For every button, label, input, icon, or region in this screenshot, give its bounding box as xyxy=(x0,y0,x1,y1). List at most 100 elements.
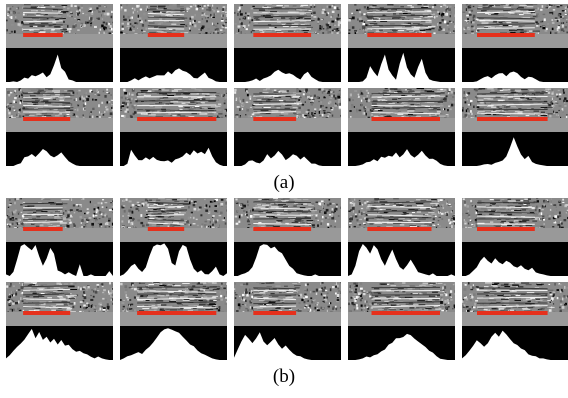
spectrogram-strip xyxy=(6,198,113,231)
panel-b-cell-r1-c2 xyxy=(120,198,227,276)
gray-band xyxy=(120,118,227,132)
segment-bar xyxy=(23,227,63,231)
spectrogram-strip xyxy=(234,282,341,315)
segment-bar xyxy=(253,33,312,37)
spectrogram-strip xyxy=(462,88,568,120)
activation-curve xyxy=(234,332,341,360)
gray-band xyxy=(6,312,113,326)
cell-figure xyxy=(234,4,341,82)
segment-bar xyxy=(253,117,297,121)
gray-band xyxy=(462,118,568,132)
spectrogram-strip xyxy=(462,282,568,315)
spectrogram-strip xyxy=(120,198,227,231)
activation-curve xyxy=(462,330,568,360)
spectrogram-strip xyxy=(6,88,113,120)
gray-band xyxy=(234,118,341,132)
gray-band xyxy=(6,34,113,48)
cell-figure xyxy=(6,282,113,360)
cell-figure xyxy=(348,88,455,166)
segment-bar xyxy=(371,117,440,121)
activation-curve xyxy=(234,244,341,276)
segment-bar xyxy=(137,311,217,315)
segment-bar xyxy=(253,227,312,231)
cell-figure xyxy=(120,282,227,360)
panel-a-caption: (a) xyxy=(273,172,295,193)
cell-figure xyxy=(462,282,568,360)
activation-curve xyxy=(120,68,227,82)
gray-band xyxy=(120,228,227,242)
cell-figure xyxy=(120,88,227,166)
panel-a-cell-r1-c3 xyxy=(234,4,341,82)
cell-figure xyxy=(6,4,113,82)
activation-curve xyxy=(6,54,113,82)
gray-band xyxy=(348,312,455,326)
activation-curve xyxy=(6,149,113,166)
panel-b-cell-r1-c1 xyxy=(6,198,113,276)
spectrogram-strip xyxy=(348,4,455,37)
spectrogram-strip xyxy=(462,4,568,36)
cell-figure xyxy=(234,282,341,360)
gray-band xyxy=(234,312,341,326)
panel-b-cell-r1-c3 xyxy=(234,198,341,276)
panel-a-cell-r1-c2 xyxy=(120,4,227,82)
gray-band xyxy=(462,228,568,242)
gray-band xyxy=(348,34,455,48)
cell-figure xyxy=(462,4,568,82)
segment-bar xyxy=(371,311,440,315)
spectrogram-strip xyxy=(120,4,227,37)
segment-bar xyxy=(477,117,548,121)
segment-bar xyxy=(477,33,535,37)
segment-bar xyxy=(477,311,548,315)
spectrogram-strip xyxy=(348,88,455,121)
activation-curve xyxy=(120,243,227,276)
gray-band xyxy=(234,228,341,242)
spectrogram-strip xyxy=(6,282,113,315)
cell-figure xyxy=(462,88,568,166)
panel-a-cell-r1-c1 xyxy=(6,4,113,82)
segment-bar xyxy=(23,117,71,121)
activation-curve xyxy=(234,69,341,82)
cell-figure xyxy=(234,88,341,166)
cell-figure xyxy=(6,88,113,166)
gray-band xyxy=(234,34,341,48)
segment-bar xyxy=(367,227,432,231)
segment-bar xyxy=(147,227,185,231)
cell-figure xyxy=(120,4,227,82)
activation-curve xyxy=(6,328,113,360)
activation-curve xyxy=(348,244,455,276)
activation-curve xyxy=(120,147,227,166)
activation-curve xyxy=(348,149,455,166)
activation-curve xyxy=(462,256,568,276)
panel-b-cell-r1-c5 xyxy=(462,198,568,276)
gray-band xyxy=(120,312,227,326)
panel-b-cell-r1-c4 xyxy=(348,198,455,276)
spectrogram-strip xyxy=(234,88,341,121)
cell-figure xyxy=(462,198,568,276)
gray-band xyxy=(348,228,455,242)
gray-band xyxy=(348,118,455,132)
activation-curve xyxy=(462,137,568,166)
segment-bar xyxy=(23,33,63,37)
panel-b-cell-r2-c2 xyxy=(120,282,227,360)
panel-a-cell-r2-c3 xyxy=(234,88,341,166)
activation-curve xyxy=(234,150,341,166)
activation-curve xyxy=(348,333,455,360)
spectrogram-strip xyxy=(6,4,113,36)
activation-curve xyxy=(120,328,227,360)
spectrogram-strip xyxy=(348,282,455,314)
spectrogram-strip xyxy=(120,88,227,120)
panel-a-cell-r2-c5 xyxy=(462,88,568,166)
panel-a-cell-r1-c4 xyxy=(348,4,455,82)
gray-band xyxy=(6,118,113,132)
segment-bar xyxy=(253,311,297,315)
cell-figure xyxy=(234,198,341,276)
gray-band xyxy=(120,34,227,48)
panel-b-cell-r2-c4 xyxy=(348,282,455,360)
panel-a-cell-r1-c5 xyxy=(462,4,568,82)
panel-b-cell-r2-c5 xyxy=(462,282,568,360)
panel-a-cell-r2-c2 xyxy=(120,88,227,166)
panel-b-cell-r2-c1 xyxy=(6,282,113,360)
segment-bar xyxy=(23,311,71,315)
panel-b-cell-r2-c3 xyxy=(234,282,341,360)
cell-figure xyxy=(348,282,455,360)
